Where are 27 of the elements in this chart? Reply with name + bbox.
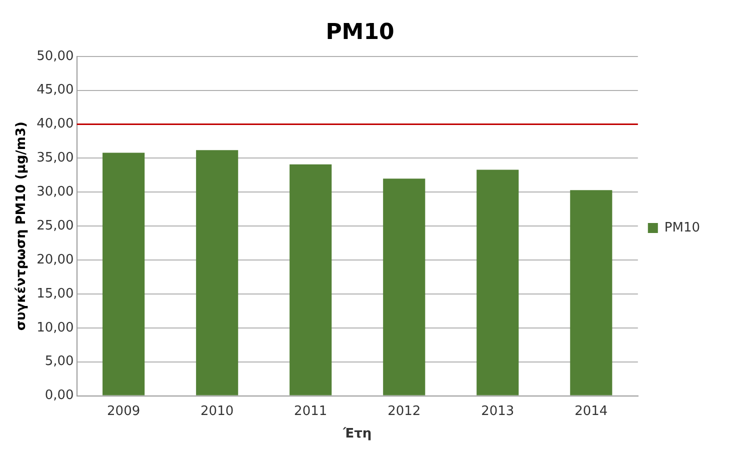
y-tick-label: 0,00 [44,388,74,404]
legend-label: PM10 [664,220,700,236]
x-axis-title: Έτη [342,426,372,442]
bar [102,152,145,396]
chart-title: PM10 [326,20,394,45]
bar [383,178,426,396]
x-tick-label: 2010 [200,404,234,419]
bar [476,170,519,396]
bar [570,190,612,396]
y-axis-title: συγκέντρωση PM10 (μg/m3) [14,122,30,331]
y-tick-label: 10,00 [36,320,74,336]
y-tick-label: 20,00 [36,252,74,268]
x-tick-label: 2011 [294,404,328,419]
y-tick-label: 5,00 [44,354,74,370]
y-tick-label: 50,00 [36,48,74,64]
bar [290,164,332,396]
y-tick-label: 30,00 [36,184,74,200]
bar [196,150,238,396]
y-tick-label: 15,00 [36,286,74,302]
x-tick-label: 2012 [388,404,421,419]
x-tick-label: 2013 [481,404,514,419]
x-tick-label: 2009 [107,404,140,419]
y-tick-label: 25,00 [36,218,74,234]
x-tick-label: 2014 [574,404,608,419]
y-tick-label: 45,00 [36,82,74,98]
y-tick-label: 35,00 [36,150,74,166]
y-tick-label: 40,00 [36,116,74,132]
